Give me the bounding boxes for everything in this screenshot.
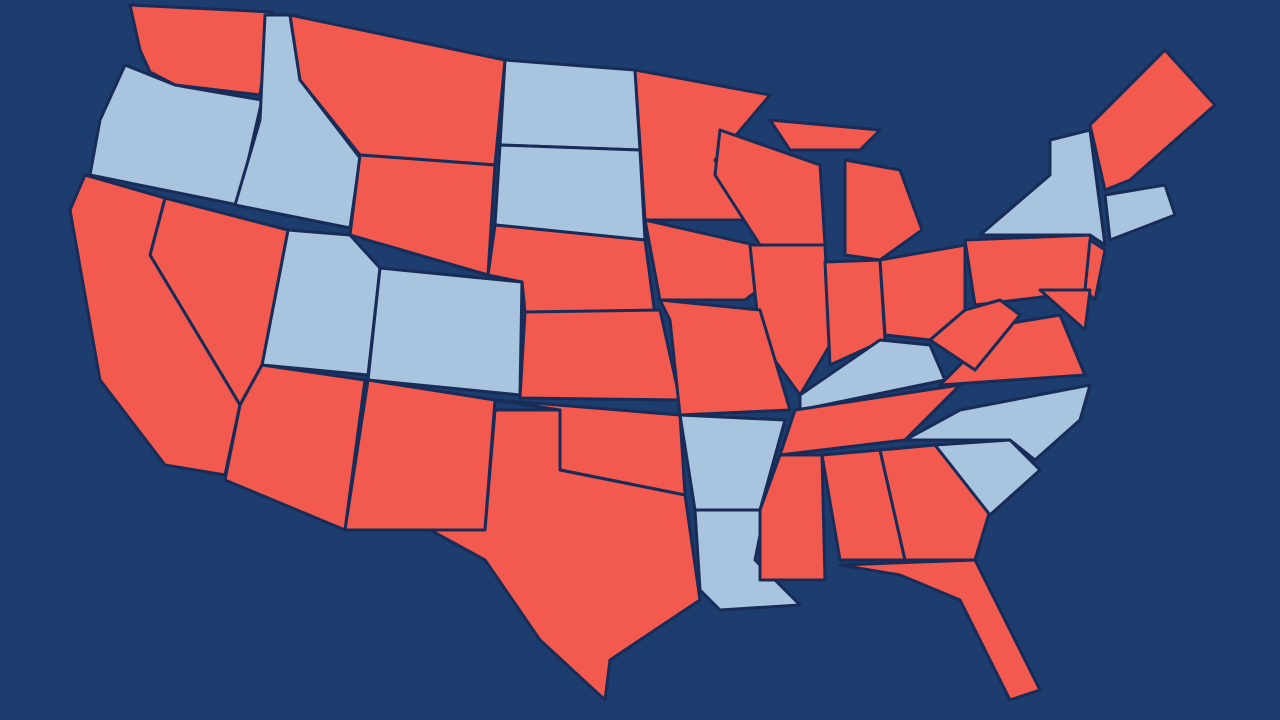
state (658, 298, 792, 417)
state (366, 266, 524, 397)
state (843, 158, 924, 262)
state (223, 363, 367, 532)
state (498, 58, 642, 152)
state (343, 378, 497, 532)
state (963, 233, 1102, 307)
state (798, 338, 947, 412)
state (1038, 288, 1092, 332)
state (933, 438, 1042, 517)
states (68, 3, 1217, 702)
state (518, 308, 682, 402)
state (768, 118, 882, 152)
state (903, 383, 1092, 462)
state (1083, 238, 1107, 302)
state (1088, 48, 1217, 192)
state (1103, 183, 1177, 242)
state (428, 408, 702, 702)
state (928, 298, 1022, 372)
state (878, 443, 992, 562)
state (838, 558, 1042, 702)
state (758, 453, 827, 582)
